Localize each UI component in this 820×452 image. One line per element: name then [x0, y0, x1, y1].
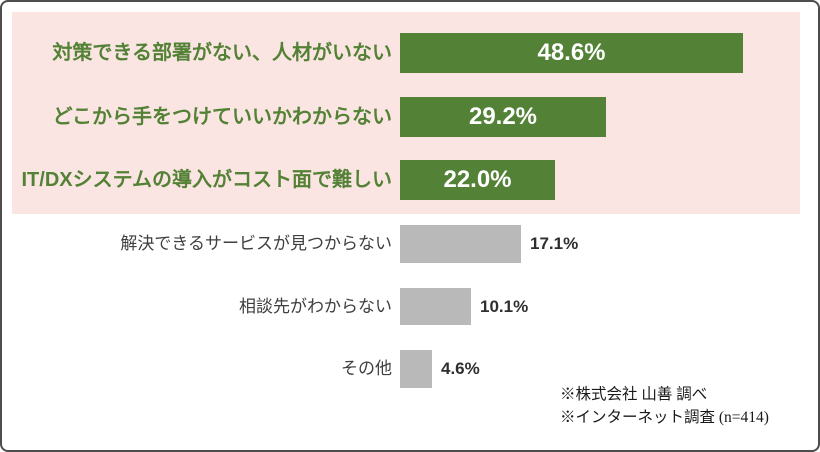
bar-value: 4.6%	[441, 359, 480, 378]
bar-label: その他	[341, 359, 392, 378]
bar	[400, 225, 521, 263]
bar-value: 10.1%	[480, 297, 529, 316]
source-notes: ※株式会社 山善 調べ ※インターネット調査 (n=414)	[560, 383, 769, 429]
bar	[400, 33, 743, 73]
bar	[400, 160, 555, 200]
bar	[400, 288, 471, 325]
bar	[400, 97, 606, 137]
bar-label: IT/DXシステムの導入がコスト面で難しい	[21, 169, 392, 191]
bar-value: 48.6%	[537, 39, 606, 66]
source-note-survey: ※インターネット調査 (n=414)	[560, 409, 769, 426]
bar-label: 解決できるサービスが見つからない	[120, 234, 392, 253]
bar-value: 17.1%	[530, 234, 579, 253]
bar-label: 対策できる部署がない、人材がいない	[52, 42, 392, 64]
bar-label: どこから手をつけていいかわからない	[52, 106, 392, 128]
source-note-company: ※株式会社 山善 調べ	[560, 386, 708, 403]
bar-label: 相談先がわからない	[239, 297, 392, 316]
bar-value: 29.2%	[468, 103, 538, 130]
bar-value: 22.0%	[443, 166, 512, 193]
bar	[400, 350, 432, 388]
